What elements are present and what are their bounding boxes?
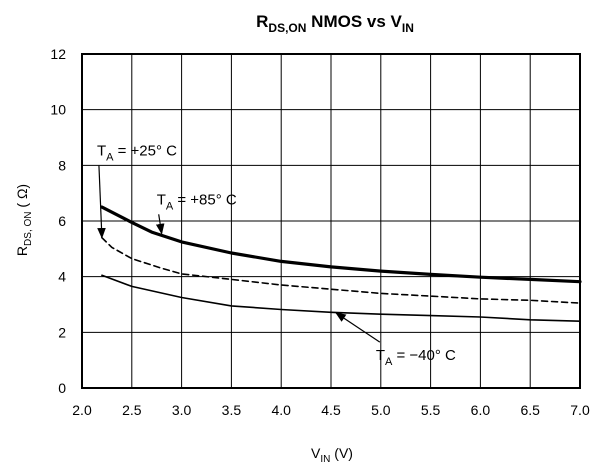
y-tick-label: 2 <box>58 324 66 340</box>
y-axis-label: RDS, ON ( Ω) <box>14 184 34 256</box>
y-axis: 0 2 4 6 8 10 12 <box>50 46 66 396</box>
y-tick-label: 12 <box>50 46 66 62</box>
annotation-label-end: = −40° C <box>392 347 456 364</box>
y-tick-label: 10 <box>50 102 66 118</box>
chart-title: RDS,ON NMOS vs VIN <box>256 12 414 35</box>
annotation-arrow-2 <box>335 312 381 343</box>
annotation-label-1: TA = +85° C <box>157 191 237 212</box>
x-tick-label: 2.0 <box>72 402 92 418</box>
annotation-label-0: TA = +25° C <box>97 143 177 164</box>
series-line-0 <box>100 205 582 284</box>
y-tick-label: 8 <box>58 157 66 173</box>
annotation-label-main: T <box>97 143 106 160</box>
x-tick-label: 4.0 <box>271 402 291 418</box>
x-tick-label: 7.0 <box>570 402 590 418</box>
annotation-arrow-0 <box>97 165 106 239</box>
series-line-1 <box>101 236 581 304</box>
annotations: TA = +25° CTA = +85° CTA = −40° C <box>97 143 456 369</box>
annotation-arrow-1 <box>155 214 165 235</box>
x-tick-label: 5.5 <box>421 402 441 418</box>
x-tick-label: 2.5 <box>122 402 142 418</box>
annotation-label-sub: A <box>385 356 393 368</box>
x-tick-label: 6.5 <box>520 402 540 418</box>
x-tick-label: 5.0 <box>371 402 391 418</box>
x-tick-label: 4.5 <box>321 402 341 418</box>
x-tick-label: 3.0 <box>172 402 192 418</box>
x-axis: 2.0 2.5 3.0 3.5 4.0 4.5 5.0 5.5 6.0 6.5 7.0 <box>72 402 590 418</box>
x-axis-label: VIN (V) <box>311 445 353 464</box>
annotation-label-main: T <box>157 191 166 208</box>
series-group <box>100 205 582 323</box>
x-tick-label: 3.5 <box>222 402 242 418</box>
annotation-label-end: = +25° C <box>113 143 177 160</box>
annotation-label-sub: A <box>106 152 114 164</box>
annotation-label-sub: A <box>166 200 174 212</box>
annotation-label-2: TA = −40° C <box>376 347 456 368</box>
annotation-label-end: = +85° C <box>173 191 237 208</box>
x-tick-label: 6.0 <box>471 402 491 418</box>
annotation-label-main: T <box>376 347 385 364</box>
y-tick-label: 0 <box>58 380 66 396</box>
y-tick-label: 6 <box>58 213 66 229</box>
plot-area <box>81 53 581 389</box>
series-line-2 <box>101 274 581 323</box>
y-tick-label: 4 <box>58 269 66 285</box>
grid <box>81 53 581 389</box>
